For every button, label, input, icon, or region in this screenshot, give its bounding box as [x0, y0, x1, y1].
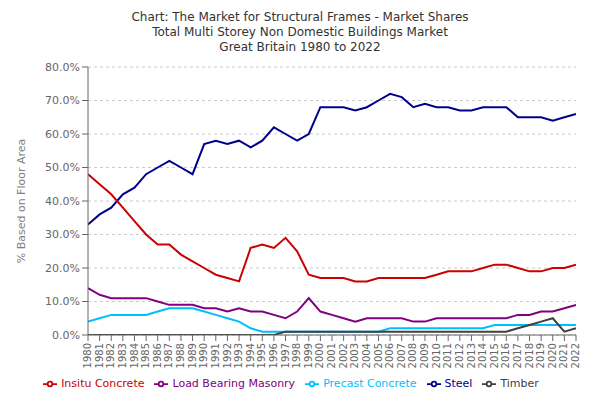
html-text:Chart: The Market for Structur: Chart: The Market for Structural Frames …	[131, 10, 469, 24]
svg-text:1985: 1985	[140, 343, 151, 368]
svg-text:2008: 2008	[407, 343, 418, 368]
svg-text:2019: 2019	[535, 343, 546, 368]
svg-text:20.0%: 20.0%	[45, 262, 80, 275]
svg-text:1988: 1988	[175, 343, 186, 368]
svg-text:1999: 1999	[303, 343, 314, 368]
svg-text:1993: 1993	[233, 343, 244, 368]
svg-text:1992: 1992	[222, 343, 233, 368]
svg-text:2012: 2012	[454, 343, 465, 368]
svg-text:2002: 2002	[338, 343, 349, 368]
html-text:Insitu Concrete: Insitu Concrete	[61, 377, 145, 390]
svg-text:30.0%: 30.0%	[45, 228, 80, 241]
svg-text:2013: 2013	[466, 343, 477, 368]
html-text:Timber: Timber	[500, 377, 539, 390]
html-text:Precast Concrete: Precast Concrete	[323, 377, 417, 390]
svg-text:2001: 2001	[326, 343, 337, 368]
svg-text:0.0%: 0.0%	[52, 329, 80, 342]
svg-text:60.0%: 60.0%	[45, 128, 80, 141]
svg-text:50.0%: 50.0%	[45, 161, 80, 174]
svg-text:1984: 1984	[129, 343, 140, 368]
svg-text:2004: 2004	[361, 343, 372, 368]
svg-text:1991: 1991	[210, 343, 221, 368]
svg-text:1994: 1994	[245, 343, 256, 368]
svg-text:2018: 2018	[524, 343, 535, 368]
svg-text:10.0%: 10.0%	[45, 295, 80, 308]
svg-text:1990: 1990	[198, 343, 209, 368]
svg-text:2021: 2021	[558, 343, 569, 368]
svg-text:2003: 2003	[349, 343, 360, 368]
svg-text:1980: 1980	[82, 343, 93, 368]
svg-text:2007: 2007	[396, 343, 407, 368]
svg-text:1986: 1986	[152, 343, 163, 368]
svg-text:80.0%: 80.0%	[45, 61, 80, 74]
svg-text:2020: 2020	[547, 343, 558, 368]
svg-text:2022: 2022	[570, 343, 581, 368]
svg-text:1987: 1987	[163, 343, 174, 368]
html-text:Total Multi Storey Non Domesti: Total Multi Storey Non Domestic Building…	[152, 25, 448, 39]
svg-text:1983: 1983	[117, 343, 128, 368]
svg-text:2015: 2015	[489, 343, 500, 368]
svg-text:% Based on Floor Area: % Based on Floor Area	[15, 139, 28, 264]
svg-text:1996: 1996	[268, 343, 279, 368]
svg-text:1989: 1989	[187, 343, 198, 368]
svg-text:1995: 1995	[256, 343, 267, 368]
svg-text:2011: 2011	[442, 343, 453, 368]
html-text:Great Britain 1980 to 2022: Great Britain 1980 to 2022	[219, 40, 381, 54]
svg-text:40.0%: 40.0%	[45, 195, 80, 208]
svg-text:1998: 1998	[291, 343, 302, 368]
svg-text:70.0%: 70.0%	[45, 94, 80, 107]
svg-text:2014: 2014	[477, 343, 488, 368]
svg-text:2005: 2005	[373, 343, 384, 368]
svg-text:2017: 2017	[512, 343, 523, 368]
html-text:Load Bearing Masonry: Load Bearing Masonry	[172, 377, 296, 390]
html-text:Steel: Steel	[444, 377, 473, 390]
svg-text:1982: 1982	[105, 343, 116, 368]
svg-text:2006: 2006	[384, 343, 395, 368]
svg-text:2010: 2010	[431, 343, 442, 368]
svg-text:1997: 1997	[280, 343, 291, 368]
svg-text:2016: 2016	[500, 343, 511, 368]
svg-text:2009: 2009	[419, 343, 430, 368]
svg-text:1981: 1981	[94, 343, 105, 368]
svg-text:2000: 2000	[314, 343, 325, 368]
